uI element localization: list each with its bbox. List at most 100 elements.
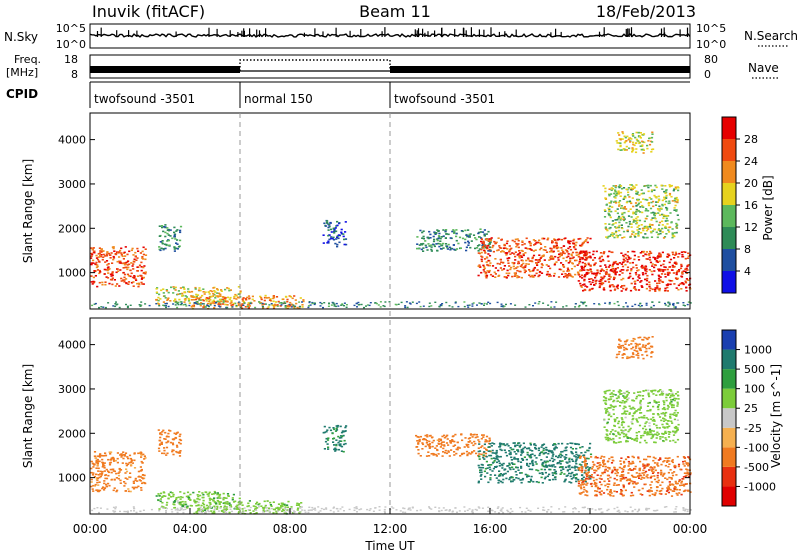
data-cell bbox=[627, 187, 630, 189]
data-cell bbox=[576, 456, 579, 459]
data-cell bbox=[636, 139, 639, 142]
data-cell bbox=[608, 480, 611, 482]
data-cell bbox=[111, 271, 114, 273]
data-cell bbox=[483, 258, 487, 260]
data-cell bbox=[176, 306, 179, 309]
data-cell bbox=[598, 491, 601, 494]
data-cell bbox=[247, 295, 251, 297]
data-cell bbox=[319, 305, 322, 307]
data-cell bbox=[656, 463, 659, 466]
data-cell bbox=[212, 299, 215, 302]
data-cell bbox=[198, 297, 201, 300]
data-cell bbox=[197, 297, 200, 300]
data-cell bbox=[142, 276, 145, 279]
data-cell bbox=[625, 440, 628, 443]
data-cell bbox=[657, 229, 660, 231]
data-cell bbox=[677, 189, 680, 192]
data-cell bbox=[600, 276, 603, 278]
data-cell bbox=[581, 478, 584, 480]
data-cell bbox=[647, 190, 650, 193]
data-cell bbox=[368, 304, 371, 307]
data-cell bbox=[654, 264, 657, 266]
date-title: 18/Feb/2013 bbox=[596, 2, 696, 21]
data-cell bbox=[648, 395, 651, 398]
data-cell bbox=[666, 268, 669, 271]
data-cell bbox=[667, 485, 670, 488]
data-cell bbox=[534, 447, 537, 450]
data-cell bbox=[269, 501, 272, 504]
data-cell bbox=[133, 452, 136, 454]
data-cell bbox=[424, 244, 427, 247]
data-cell bbox=[501, 464, 504, 467]
data-cell bbox=[90, 481, 93, 483]
data-cell bbox=[163, 226, 166, 228]
data-cell bbox=[551, 240, 554, 242]
data-cell bbox=[241, 508, 244, 510]
data-cell bbox=[513, 240, 516, 243]
data-cell bbox=[340, 231, 343, 234]
data-cell bbox=[604, 390, 607, 393]
data-cell bbox=[624, 263, 627, 266]
data-cell bbox=[475, 247, 479, 249]
data-cell bbox=[683, 472, 686, 474]
data-cell bbox=[513, 275, 516, 277]
data-cell bbox=[174, 286, 177, 289]
data-cell bbox=[645, 475, 648, 478]
data-cell bbox=[654, 287, 657, 289]
data-cell bbox=[334, 450, 337, 452]
data-cell bbox=[486, 247, 489, 249]
data-cell bbox=[265, 297, 269, 299]
data-cell bbox=[654, 184, 657, 187]
data-cell bbox=[615, 286, 618, 288]
data-cell bbox=[605, 271, 608, 273]
data-cell bbox=[496, 458, 499, 461]
data-cell bbox=[254, 306, 257, 309]
data-cell bbox=[638, 424, 642, 427]
data-cell bbox=[521, 459, 525, 461]
data-cell bbox=[637, 131, 640, 134]
data-cell bbox=[421, 442, 424, 444]
data-cell bbox=[620, 290, 623, 292]
data-cell bbox=[532, 268, 535, 270]
data-cell bbox=[687, 473, 690, 476]
data-cell bbox=[674, 254, 677, 256]
data-cell bbox=[139, 466, 142, 468]
data-cell bbox=[659, 255, 662, 258]
data-cell bbox=[536, 259, 540, 261]
data-cell bbox=[583, 279, 586, 282]
data-cell bbox=[452, 440, 455, 442]
data-cell bbox=[228, 289, 231, 292]
data-cell bbox=[561, 450, 564, 453]
data-cell bbox=[676, 488, 679, 491]
data-cell bbox=[158, 508, 161, 510]
data-cell bbox=[540, 446, 543, 448]
data-cell bbox=[478, 466, 481, 469]
data-cell bbox=[239, 291, 242, 294]
data-cell bbox=[208, 305, 210, 308]
data-cell bbox=[138, 264, 142, 267]
data-cell bbox=[340, 228, 343, 231]
data-cell bbox=[97, 490, 100, 493]
data-cell bbox=[136, 247, 139, 250]
data-cell bbox=[444, 449, 447, 452]
data-cell bbox=[614, 189, 617, 191]
data-cell bbox=[438, 236, 441, 238]
data-cell bbox=[533, 274, 536, 277]
data-cell bbox=[477, 265, 480, 267]
data-cell bbox=[655, 424, 658, 427]
data-cell bbox=[479, 469, 482, 471]
data-cell bbox=[122, 267, 125, 269]
data-cell bbox=[571, 460, 574, 462]
data-cell bbox=[465, 234, 468, 236]
data-cell bbox=[605, 236, 608, 238]
data-cell bbox=[261, 304, 264, 306]
data-cell bbox=[175, 450, 178, 453]
data-cell bbox=[666, 459, 669, 462]
data-cell bbox=[572, 238, 576, 241]
data-cell bbox=[675, 226, 678, 229]
data-cell bbox=[502, 250, 505, 253]
data-cell bbox=[421, 231, 424, 234]
data-cell bbox=[574, 456, 577, 458]
data-cell bbox=[179, 433, 182, 436]
data-cell bbox=[621, 265, 625, 268]
